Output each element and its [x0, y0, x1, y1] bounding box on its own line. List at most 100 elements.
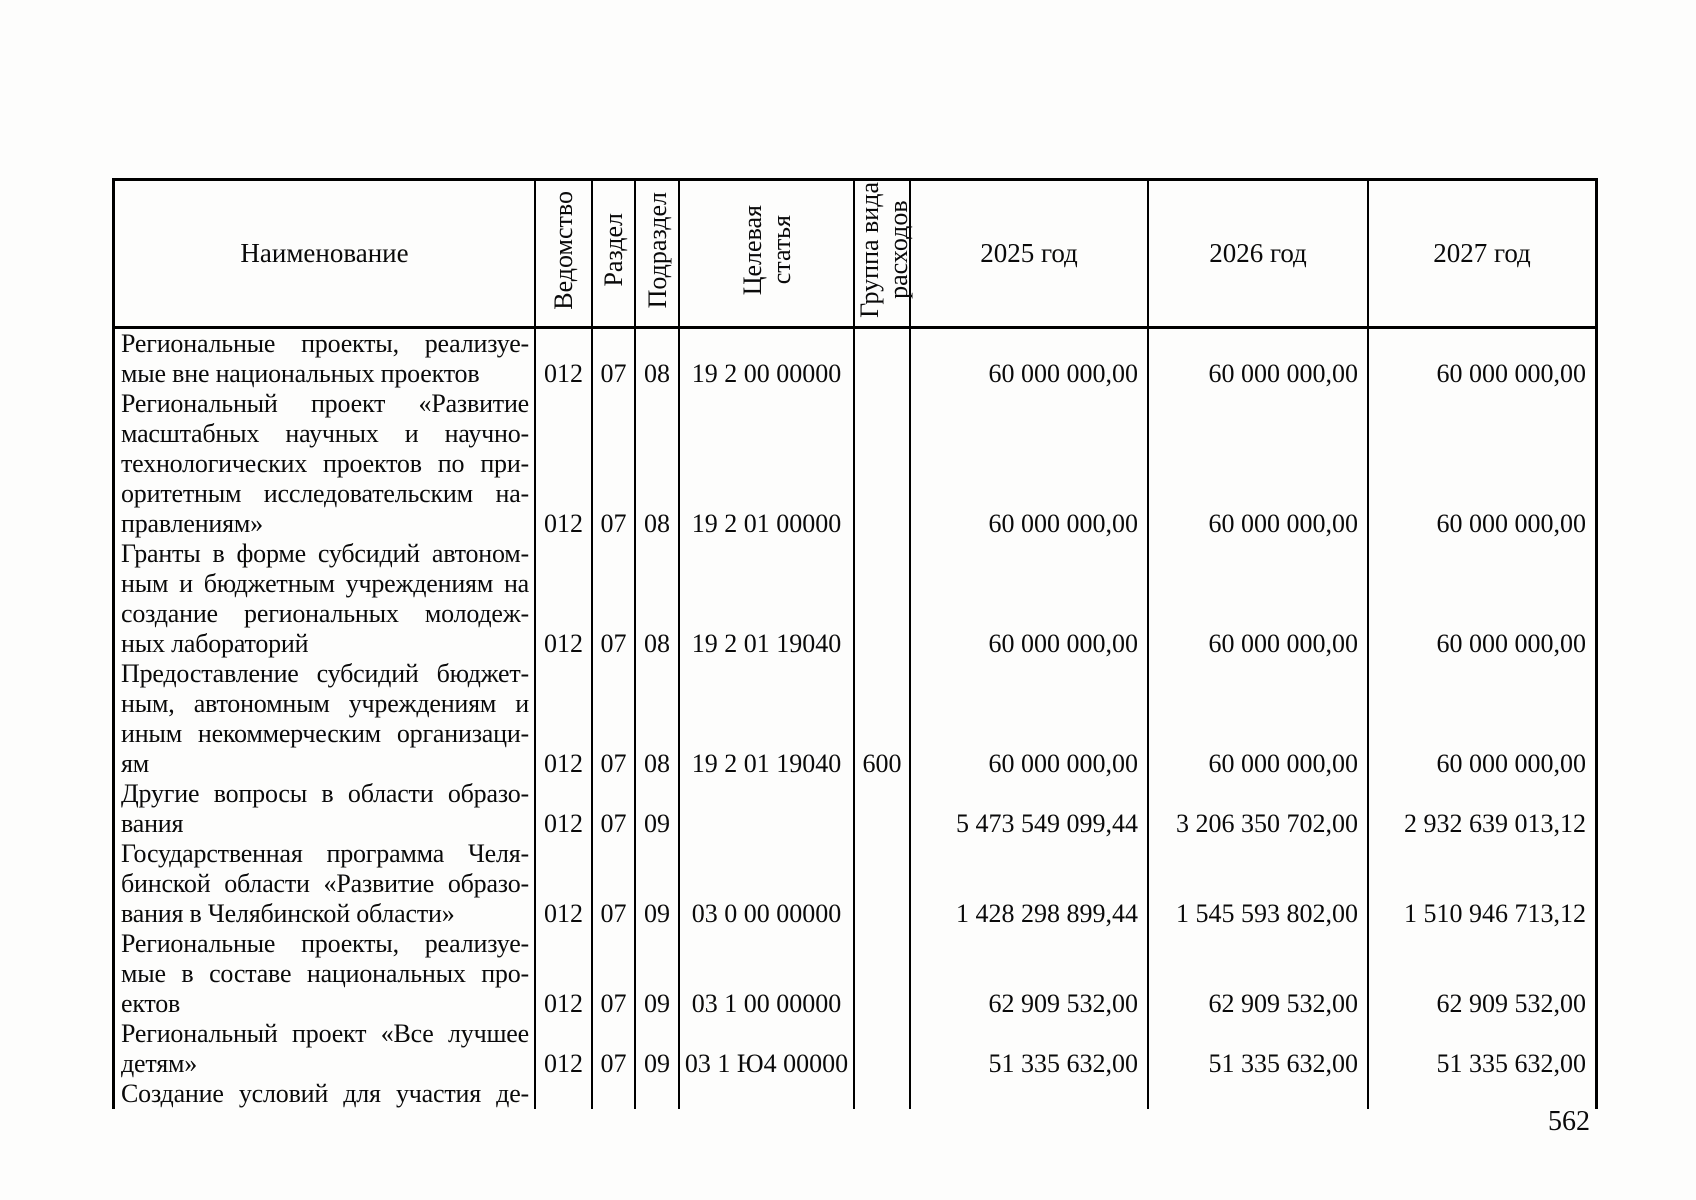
name-line: масштабных научных и научно- — [121, 419, 529, 448]
name-line: мые вне национальных проектов — [121, 359, 480, 388]
cell-amount-2025: 60 000 000,00 — [911, 659, 1149, 779]
table-row: Региональный проект «Все лучшее детям» 012… — [115, 1019, 1595, 1079]
name-line: Предоставление субсидий бюджет- — [121, 659, 529, 688]
cell-vedomstvo: 012 — [536, 1019, 593, 1079]
cell-podrazdel: 08 — [636, 539, 680, 659]
cell-gruppa-vida-rashodov — [855, 839, 911, 929]
column-header-razdel: Раздел — [593, 181, 636, 329]
cell-celevaya-statya: 03 1 00 00000 — [680, 929, 855, 1019]
column-header-celevaya-statya: Целевая статья — [680, 181, 855, 329]
cell-gruppa-vida-rashodov — [855, 779, 911, 839]
vertical-label-gruppa-vida-rashodov: Группа вида расходов — [855, 182, 913, 318]
cell-podrazdel: 09 — [636, 929, 680, 1019]
cell-amount-2027: 60 000 000,00 — [1436, 359, 1587, 388]
vertical-label-razdel: Раздел — [599, 213, 628, 287]
name-line: вания — [121, 809, 184, 838]
cell-vedomstvo: 012 — [536, 539, 593, 659]
cell-amount-2027: 2 932 639 013,12 — [1404, 809, 1586, 838]
name-line: ных лабораторий — [121, 629, 309, 658]
cell-vedomstvo — [536, 1079, 593, 1109]
cell-celevaya-statya: 19 2 01 19040 — [680, 659, 855, 779]
cell-amount-2026: 51 335 632,00 — [1149, 1019, 1369, 1079]
cell-celevaya-statya — [680, 1079, 855, 1109]
name-line: вания в Челябинской области» — [121, 899, 455, 928]
column-header-2027: 2027 год — [1369, 181, 1595, 329]
column-header-2025: 2025 год — [911, 181, 1149, 329]
cell-podrazdel — [636, 1079, 680, 1109]
name-line: Региональный проект «Развитие — [121, 389, 529, 418]
cell-gruppa-vida-rashodov — [855, 329, 911, 389]
cell-podrazdel: 09 — [636, 839, 680, 929]
vertical-label-vedomstvo: Ведомство — [549, 190, 578, 310]
table-row: Создание условий для участия де- — [115, 1079, 1595, 1109]
name-line: Региональные проекты, реализуе- — [121, 929, 529, 958]
cell-vedomstvo: 012 — [536, 839, 593, 929]
cell-amount-2027: 60 000 000,00 — [1436, 749, 1587, 778]
cell-amount-2026: 60 000 000,00 — [1149, 389, 1369, 539]
table-row: Другие вопросы в области образо-вания 012… — [115, 779, 1595, 839]
cell-amount-2027 — [1369, 1079, 1595, 1109]
name-line: Региональный проект «Все лучшее — [121, 1019, 529, 1048]
name-line: ектов — [121, 989, 181, 1018]
column-header-vedomstvo: Ведомство — [536, 181, 593, 329]
cell-naimenovanie: Региональные проекты, реализуе-мые в сос… — [115, 929, 536, 1019]
name-line: правлениям» — [121, 509, 263, 538]
cell-vedomstvo: 012 — [536, 389, 593, 539]
cell-podrazdel: 08 — [636, 659, 680, 779]
cell-amount-2027: 60 000 000,00 — [1436, 629, 1587, 658]
cell-naimenovanie: Региональные проекты, реализуе-мые вне н… — [115, 329, 536, 389]
cell-amount-2027: 60 000 000,00 — [1436, 509, 1587, 538]
cell-amount-2025: 60 000 000,00 — [911, 329, 1149, 389]
cell-celevaya-statya: 19 2 01 00000 — [680, 389, 855, 539]
cell-razdel: 07 — [593, 329, 636, 389]
cell-razdel: 07 — [593, 839, 636, 929]
column-header-podrazdel: Подраздел — [636, 181, 680, 329]
cell-vedomstvo: 012 — [536, 779, 593, 839]
cell-naimenovanie: Государственная программа Челя-бинской о… — [115, 839, 536, 929]
name-line: Другие вопросы в области образо- — [121, 779, 529, 808]
cell-vedomstvo: 012 — [536, 659, 593, 779]
name-line: мые в составе национальных про- — [121, 959, 529, 988]
table-header-row: Наименование Ведомство Раздел Подраздел … — [115, 181, 1595, 329]
cell-podrazdel: 09 — [636, 779, 680, 839]
name-line: ным и бюджетным учреждениям на — [121, 569, 529, 598]
cell-gruppa-vida-rashodov — [855, 929, 911, 1019]
table-row: Государственная программа Челя-бинской о… — [115, 839, 1595, 929]
cell-amount-2026: 3 206 350 702,00 — [1149, 779, 1369, 839]
cell-celevaya-statya: 03 1 Ю4 00000 — [680, 1019, 855, 1079]
cell-vedomstvo: 012 — [536, 929, 593, 1019]
cell-podrazdel: 08 — [636, 329, 680, 389]
name-line: Гранты в форме субсидий автоном- — [121, 539, 529, 568]
cell-razdel: 07 — [593, 659, 636, 779]
cell-vedomstvo: 012 — [536, 329, 593, 389]
cell-amount-2027: 1 510 946 713,12 — [1404, 899, 1586, 928]
cell-amount-2025: 62 909 532,00 — [911, 929, 1149, 1019]
cell-celevaya-statya: 19 2 01 19040 — [680, 539, 855, 659]
name-line: Государственная программа Челя- — [121, 839, 529, 868]
budget-table: Наименование Ведомство Раздел Подраздел … — [112, 178, 1598, 1109]
cell-razdel: 07 — [593, 1019, 636, 1079]
cell-naimenovanie: Другие вопросы в области образо-вания — [115, 779, 536, 839]
column-header-naimenovanie: Наименование — [115, 181, 536, 329]
cell-amount-2026: 60 000 000,00 — [1149, 539, 1369, 659]
cell-amount-2025: 60 000 000,00 — [911, 539, 1149, 659]
page-number: 562 — [1548, 1106, 1590, 1137]
name-line: ям — [121, 749, 150, 778]
cell-celevaya-statya: 03 0 00 00000 — [680, 839, 855, 929]
cell-amount-2025: 1 428 298 899,44 — [911, 839, 1149, 929]
cell-gruppa-vida-rashodov: 600 — [855, 659, 911, 779]
cell-amount-2026: 1 545 593 802,00 — [1149, 839, 1369, 929]
name-line: детям» — [121, 1049, 198, 1078]
cell-celevaya-statya — [680, 779, 855, 839]
table-row: Региональные проекты, реализуе-мые вне н… — [115, 329, 1595, 389]
cell-naimenovanie: Предоставление субсидий бюджет-ным, авто… — [115, 659, 536, 779]
cell-amount-2026: 60 000 000,00 — [1149, 329, 1369, 389]
cell-razdel — [593, 1079, 636, 1109]
cell-razdel: 07 — [593, 779, 636, 839]
cell-amount-2027: 62 909 532,00 — [1436, 989, 1587, 1018]
cell-gruppa-vida-rashodov — [855, 1019, 911, 1079]
vertical-label-podrazdel: Подраздел — [642, 191, 672, 309]
name-line: бинской области «Развитие образо- — [121, 869, 529, 898]
name-line: иным некоммерческим организаци- — [121, 719, 529, 748]
